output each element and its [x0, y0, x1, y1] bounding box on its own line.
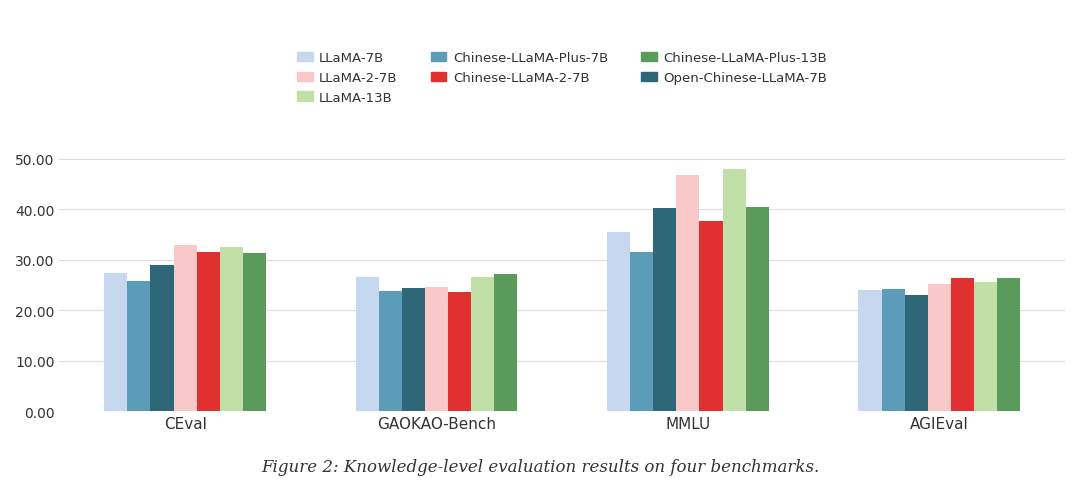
Legend: LLaMA-7B, LLaMA-2-7B, LLaMA-13B, Chinese-LLaMA-Plus-7B, Chinese-LLaMA-2-7B, Chin: LLaMA-7B, LLaMA-2-7B, LLaMA-13B, Chinese… — [297, 52, 827, 104]
Bar — [723, 169, 745, 412]
Bar — [676, 176, 700, 412]
Bar — [653, 209, 676, 412]
Bar — [243, 254, 266, 412]
Bar — [105, 273, 127, 412]
Bar — [630, 252, 653, 412]
Bar — [402, 288, 424, 412]
Bar — [174, 246, 197, 412]
Bar — [928, 284, 950, 412]
Bar — [219, 248, 243, 412]
Bar — [997, 278, 1021, 412]
Bar — [355, 277, 379, 412]
Bar — [379, 292, 402, 412]
Bar — [448, 293, 471, 412]
Text: Figure 2: Knowledge-level evaluation results on four benchmarks.: Figure 2: Knowledge-level evaluation res… — [261, 458, 819, 475]
Bar — [950, 278, 974, 412]
Bar — [197, 253, 219, 412]
Bar — [745, 207, 769, 412]
Bar — [424, 288, 448, 412]
Bar — [700, 221, 723, 412]
Bar — [495, 275, 517, 412]
Bar — [881, 289, 905, 412]
Bar — [974, 282, 997, 412]
Bar — [127, 282, 150, 412]
Bar — [607, 232, 630, 412]
Bar — [471, 277, 495, 412]
Bar — [859, 291, 881, 412]
Bar — [150, 265, 174, 412]
Bar — [905, 296, 928, 412]
